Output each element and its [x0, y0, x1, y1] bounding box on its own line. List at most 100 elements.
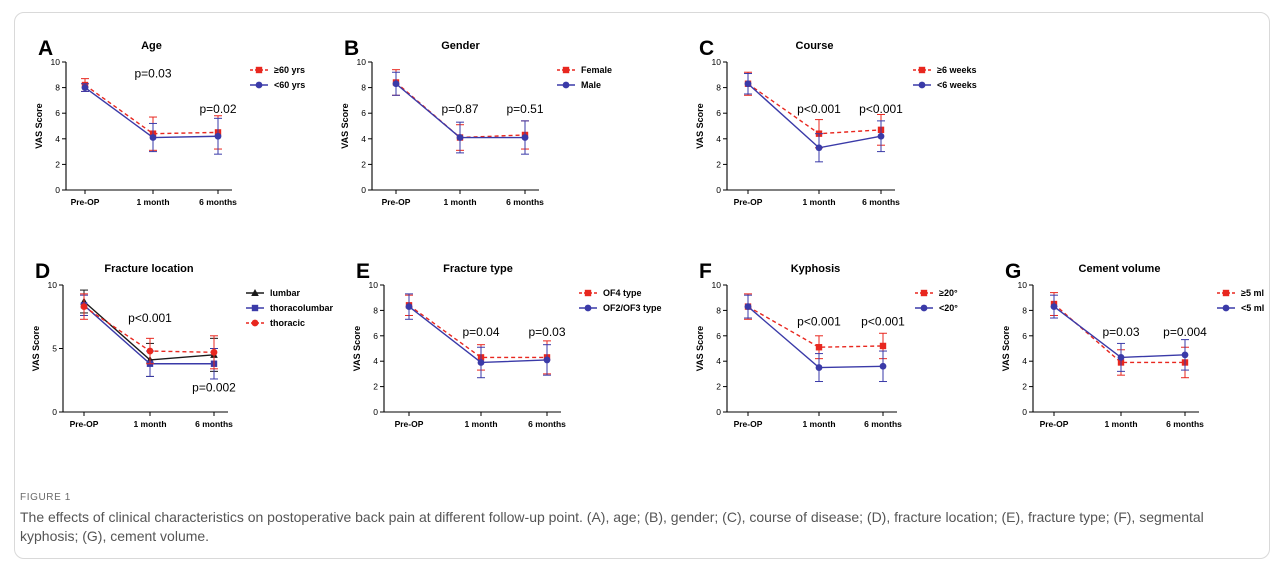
y-tick-label: 10: [357, 57, 367, 67]
x-tick-label: 6 months: [528, 419, 566, 429]
legend-label: <20°: [939, 303, 958, 313]
legend-label: Male: [581, 80, 601, 90]
panel-title: Fracture location: [104, 263, 194, 275]
x-tick-label: Pre-OP: [382, 197, 411, 207]
x-tick-label: 1 month: [133, 419, 166, 429]
data-point: [877, 132, 885, 140]
x-tick-label: 6 months: [506, 197, 544, 207]
panel-g: G Cement volume 0 2 4 6 8 10 Pre-OP 1 month 6 mont…: [1001, 260, 1264, 429]
legend-marker: [251, 304, 259, 312]
series-2: [80, 294, 218, 380]
p-value-label: p<0.001: [797, 102, 841, 116]
y-tick-label: 6: [1022, 331, 1027, 341]
data-point: [815, 344, 823, 351]
legend-label: ≥5 ml: [1241, 288, 1264, 298]
p-value-label: p=0.004: [1163, 325, 1207, 339]
series-2: [405, 293, 551, 379]
y-tick-label: 2: [361, 159, 366, 169]
y-tick-label: 0: [1022, 407, 1027, 417]
panel-letter: A: [38, 37, 53, 60]
legend-label: thoracolumbar: [270, 303, 334, 313]
p-value-label: p<0.001: [859, 102, 903, 116]
data-point: [456, 134, 464, 141]
figure-frame: [14, 12, 1270, 559]
data-point: [81, 84, 89, 91]
data-point: [815, 364, 823, 371]
y-tick-label: 4: [361, 134, 366, 144]
y-axis-label: VAS Score: [695, 326, 705, 371]
panel-title: Gender: [441, 40, 480, 52]
y-tick-label: 8: [1022, 305, 1027, 315]
y-tick-label: 4: [1022, 356, 1027, 366]
x-tick-label: 1 month: [464, 419, 497, 429]
y-tick-label: 0: [373, 407, 378, 417]
series-line: [408, 304, 547, 359]
data-point: [1050, 303, 1058, 310]
data-point: [744, 80, 752, 88]
panel-title: Cement volume: [1079, 263, 1161, 275]
p-value-label: p=0.02: [199, 102, 236, 116]
y-axis-label: VAS Score: [695, 103, 705, 148]
data-point: [210, 348, 218, 356]
legend-label: OF4 type: [603, 288, 642, 298]
legend-marker: [562, 66, 570, 74]
legend-label: ≥6 weeks: [937, 65, 976, 75]
x-tick-label: Pre-OP: [734, 197, 763, 207]
panel-letter: E: [356, 260, 370, 283]
series-2: [81, 83, 222, 155]
data-point: [405, 303, 413, 310]
panel-title: Fracture type: [443, 263, 513, 275]
p-value-label: p=0.87: [441, 102, 478, 116]
x-tick-label: 6 months: [864, 419, 902, 429]
panel-title: Course: [796, 40, 834, 52]
series-line: [84, 84, 219, 135]
y-tick-label: 0: [52, 407, 57, 417]
legend-marker: [584, 289, 592, 297]
y-axis-label: VAS Score: [340, 103, 350, 148]
legend-label: Female: [581, 65, 612, 75]
y-tick-label: 0: [716, 185, 721, 195]
data-point: [146, 347, 154, 355]
legend-label: <60 yrs: [274, 80, 305, 90]
data-point: [149, 134, 157, 141]
y-tick-label: 0: [716, 407, 721, 417]
panel-d: D Fracture location 0 5 10 Pre-OP 1 month 6 mon…: [31, 260, 334, 429]
y-tick-label: 4: [716, 356, 721, 366]
y-tick-label: 8: [716, 83, 721, 93]
legend-label: lumbar: [270, 288, 301, 298]
series-2: [392, 71, 529, 155]
x-tick-label: 6 months: [199, 197, 237, 207]
y-tick-label: 10: [712, 57, 722, 67]
panel-letter: C: [699, 37, 714, 60]
y-tick-label: 2: [716, 159, 721, 169]
x-tick-label: 1 month: [136, 197, 169, 207]
y-axis-label: VAS Score: [1001, 326, 1011, 371]
legend-marker: [918, 66, 926, 74]
series-2: [744, 73, 885, 163]
y-tick-label: 8: [55, 83, 60, 93]
legend-marker: [255, 81, 263, 89]
legend-label: <5 ml: [1241, 303, 1264, 313]
y-tick-label: 6: [373, 331, 378, 341]
series-2: [1050, 294, 1189, 372]
x-tick-label: Pre-OP: [71, 197, 100, 207]
p-value-label: p=0.03: [134, 66, 171, 80]
y-axis-label: VAS Score: [34, 103, 44, 148]
p-value-label: p<0.001: [128, 311, 172, 325]
panel-letter: D: [35, 260, 50, 283]
data-point: [1117, 353, 1125, 361]
y-tick-label: 5: [52, 344, 57, 354]
data-point: [214, 132, 222, 140]
data-point: [879, 342, 887, 350]
x-tick-label: 6 months: [195, 419, 233, 429]
x-tick-label: Pre-OP: [395, 419, 424, 429]
y-tick-label: 10: [51, 57, 61, 67]
legend-marker: [1222, 304, 1230, 312]
legend-marker: [920, 289, 928, 297]
p-value-label: p=0.51: [506, 102, 543, 116]
x-tick-label: 1 month: [1104, 419, 1137, 429]
data-point: [815, 144, 823, 152]
panel-f: F Kyphosis 0 2 4 6 8 10 Pre-OP 1 month 6 months VAS…: [695, 260, 958, 429]
p-value-label: p=0.03: [528, 325, 565, 339]
x-tick-label: Pre-OP: [1040, 419, 1069, 429]
